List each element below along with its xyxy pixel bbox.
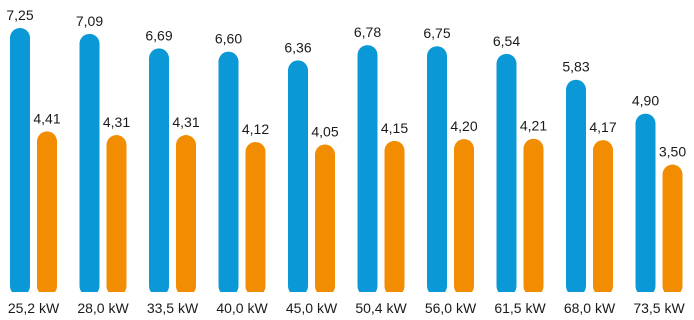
bar-series-2 xyxy=(593,140,613,296)
data-label: 4,41 xyxy=(33,110,60,126)
x-tick-label: 56,0 kW xyxy=(425,300,477,316)
data-label: 4,12 xyxy=(242,121,269,137)
bar-series-2 xyxy=(384,140,405,296)
x-tick-label: 50,4 kW xyxy=(355,300,407,316)
data-label: 6,78 xyxy=(354,24,381,40)
data-label: 6,60 xyxy=(215,31,242,47)
x-tick-label: 73,5 kW xyxy=(633,300,685,316)
data-label: 6,36 xyxy=(284,39,311,55)
x-tick-label: 68,0 kW xyxy=(564,300,616,316)
data-label: 5,83 xyxy=(562,59,589,75)
data-label: 4,20 xyxy=(450,118,477,134)
x-tick-label: 33,5 kW xyxy=(147,300,199,316)
baseline-mask xyxy=(0,292,694,298)
bar-series-1 xyxy=(427,46,447,297)
data-label: 4,17 xyxy=(589,119,616,135)
x-tick-label: 28,0 kW xyxy=(77,300,129,316)
bar-series-1 xyxy=(635,113,656,296)
bar-series-1 xyxy=(357,45,378,296)
x-tick-label: 25,2 kW xyxy=(8,300,60,316)
bar-series-2 xyxy=(523,138,544,296)
bar-series-2 xyxy=(106,135,127,296)
x-tick-label: 45,0 kW xyxy=(286,300,338,316)
bar-series-1 xyxy=(10,28,30,296)
data-label: 3,50 xyxy=(659,144,686,160)
data-label: 4,31 xyxy=(172,114,199,130)
bar-series-2 xyxy=(315,144,335,296)
data-label: 6,54 xyxy=(493,33,520,49)
data-label: 4,31 xyxy=(103,114,130,130)
data-label: 6,69 xyxy=(145,27,172,43)
x-tick-label: 61,5 kW xyxy=(494,300,546,316)
data-label: 7,09 xyxy=(76,13,103,29)
bar-series-1 xyxy=(566,79,586,297)
data-label: 4,05 xyxy=(311,124,338,140)
data-label: 6,75 xyxy=(423,25,450,41)
data-label: 4,15 xyxy=(381,120,408,136)
data-label: 7,25 xyxy=(6,7,33,23)
bar-series-2 xyxy=(245,141,266,296)
bar-series-1 xyxy=(79,33,100,297)
bar-series-2 xyxy=(662,164,683,296)
bar-series-1 xyxy=(149,48,169,296)
data-label: 4,90 xyxy=(632,93,659,109)
bar-series-1 xyxy=(496,53,517,297)
x-tick-label: 40,0 kW xyxy=(216,300,268,316)
bar-series-2 xyxy=(37,131,57,296)
bar-series-1 xyxy=(218,51,239,297)
bar-series-1 xyxy=(288,60,308,296)
data-label: 4,21 xyxy=(520,118,547,134)
bar-series-2 xyxy=(454,139,474,296)
bar-series-2 xyxy=(176,135,196,296)
